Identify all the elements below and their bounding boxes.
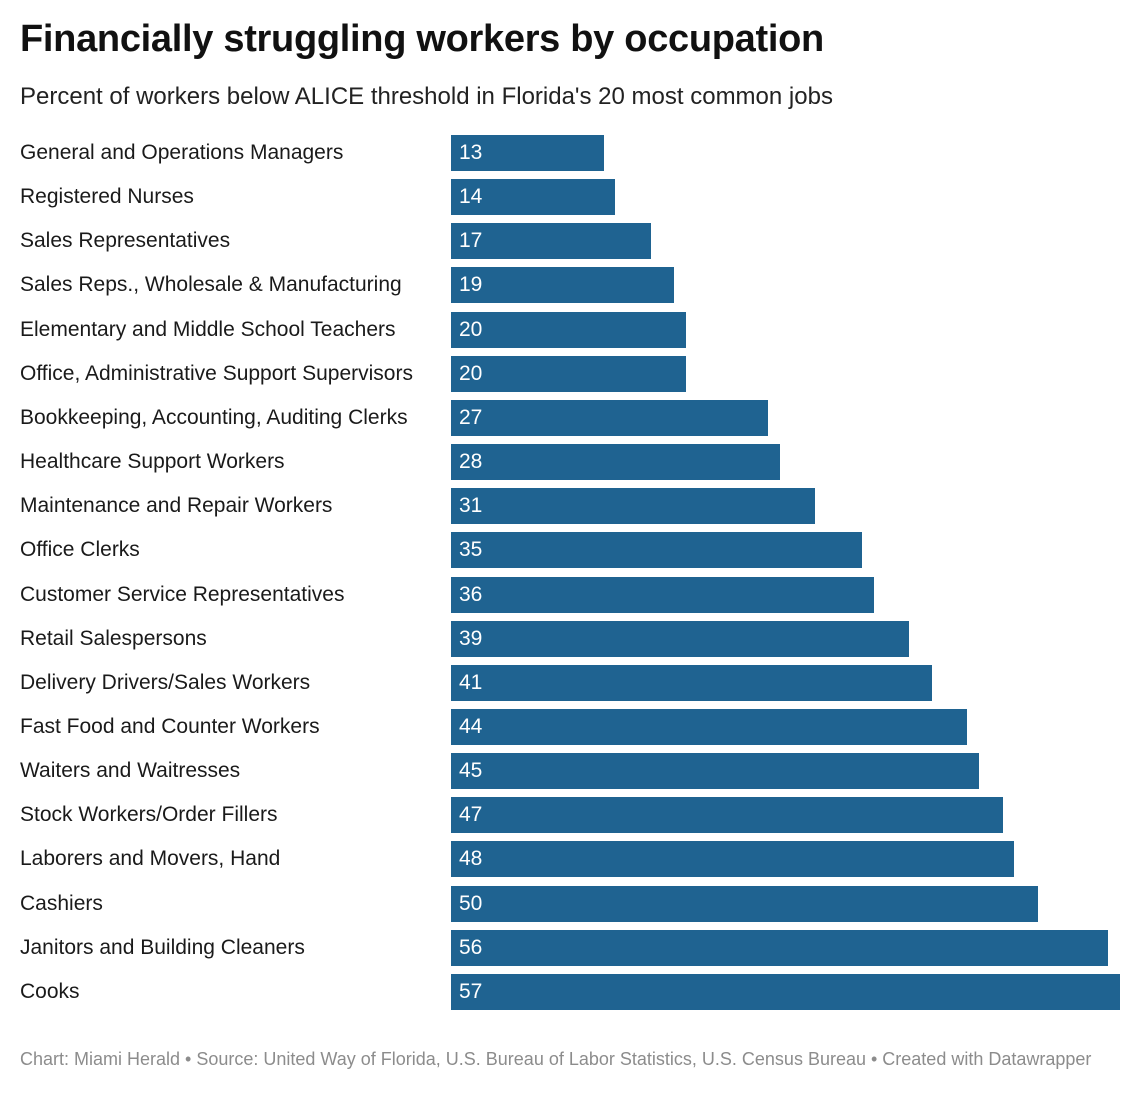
bar xyxy=(451,444,780,480)
category-label: Sales Reps., Wholesale & Manufacturing xyxy=(20,273,402,296)
bar xyxy=(451,135,604,171)
category-label: Laborers and Movers, Hand xyxy=(20,847,281,870)
category-label: Retail Salespersons xyxy=(20,627,207,650)
category-label: Office Clerks xyxy=(20,538,140,561)
category-label: Delivery Drivers/Sales Workers xyxy=(20,671,311,694)
bar-value-label: 27 xyxy=(459,406,483,429)
bar-value-label: 50 xyxy=(459,892,483,915)
bar xyxy=(451,841,1014,877)
bar xyxy=(451,753,979,789)
category-label: Janitors and Building Cleaners xyxy=(20,936,305,959)
category-label: Sales Representatives xyxy=(20,229,231,252)
bar-value-label: 20 xyxy=(459,318,483,341)
bar xyxy=(451,488,815,524)
category-label: Fast Food and Counter Workers xyxy=(20,715,320,738)
bar-value-label: 45 xyxy=(459,759,483,782)
bar-value-label: 47 xyxy=(459,803,483,826)
bar xyxy=(451,267,674,303)
bar xyxy=(451,312,686,348)
category-label: Cooks xyxy=(20,980,80,1003)
category-label: Customer Service Representatives xyxy=(20,583,345,606)
bar-value-label: 41 xyxy=(459,671,483,694)
chart-footer: Chart: Miami Herald • Source: United Way… xyxy=(20,1049,1092,1069)
bar xyxy=(451,665,932,701)
category-label: Stock Workers/Order Fillers xyxy=(20,803,278,826)
category-label: Office, Administrative Support Superviso… xyxy=(20,362,413,385)
category-label: Registered Nurses xyxy=(20,185,194,208)
bar-value-label: 17 xyxy=(459,229,483,252)
chart-subtitle: Percent of workers below ALICE threshold… xyxy=(20,83,833,110)
bar xyxy=(451,179,615,215)
category-label: Waiters and Waitresses xyxy=(20,759,241,782)
bar xyxy=(451,709,967,745)
category-label: Maintenance and Repair Workers xyxy=(20,494,333,517)
bar-value-label: 13 xyxy=(459,141,483,164)
bar xyxy=(451,400,768,436)
bar xyxy=(451,621,909,657)
category-label: General and Operations Managers xyxy=(20,141,344,164)
bar xyxy=(451,886,1038,922)
bar xyxy=(451,532,862,568)
bar-value-label: 57 xyxy=(459,980,483,1003)
bar-value-label: 44 xyxy=(459,715,483,738)
bar xyxy=(451,356,686,392)
category-label: Healthcare Support Workers xyxy=(20,450,285,473)
category-label: Cashiers xyxy=(20,892,103,915)
bar-value-label: 35 xyxy=(459,538,483,561)
bar-value-label: 48 xyxy=(459,847,483,870)
bar xyxy=(451,797,1003,833)
bar-value-label: 36 xyxy=(459,583,483,606)
bar xyxy=(451,930,1108,966)
bar-value-label: 19 xyxy=(459,273,483,296)
bar-value-label: 20 xyxy=(459,362,483,385)
chart-title: Financially struggling workers by occupa… xyxy=(20,18,824,60)
bar-value-label: 14 xyxy=(459,185,483,208)
bar xyxy=(451,223,651,259)
bar xyxy=(451,974,1120,1010)
bar-value-label: 31 xyxy=(459,494,483,517)
bar xyxy=(451,577,874,613)
bar-value-label: 28 xyxy=(459,450,483,473)
category-label: Elementary and Middle School Teachers xyxy=(20,318,396,341)
bar-value-label: 39 xyxy=(459,627,483,650)
bar-value-label: 56 xyxy=(459,936,483,959)
category-label: Bookkeeping, Accounting, Auditing Clerks xyxy=(20,406,408,429)
